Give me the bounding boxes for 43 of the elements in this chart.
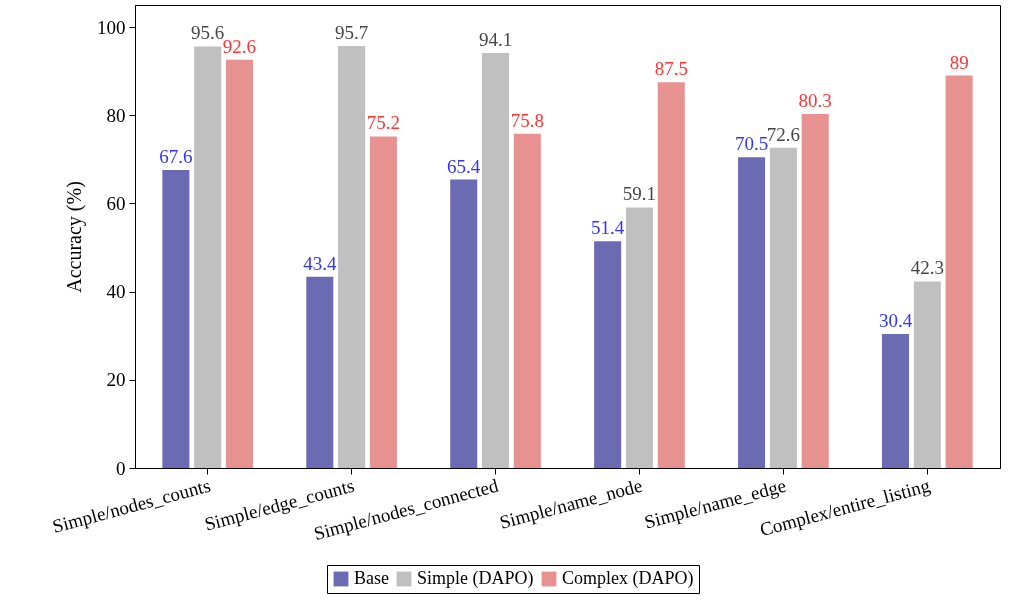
- bar: [369, 136, 397, 468]
- data-label: 94.1: [478, 29, 513, 51]
- bar: [945, 75, 973, 468]
- data-label: 87.5: [654, 58, 688, 80]
- data-label: 67.6: [159, 145, 193, 167]
- data-label: 70.5: [734, 133, 769, 155]
- data-label: 95.7: [334, 22, 369, 44]
- bar: [594, 241, 622, 468]
- data-label: 75.2: [366, 112, 401, 134]
- data-label: 75.8: [510, 109, 544, 131]
- bar: [306, 276, 334, 468]
- bar: [801, 113, 829, 468]
- y-tick-label: 40: [106, 281, 126, 303]
- bar: [881, 333, 910, 468]
- data-label: 59.1: [622, 183, 657, 205]
- bar: [194, 46, 222, 468]
- data-label: 51.4: [591, 217, 625, 239]
- data-label: 43.4: [303, 252, 337, 274]
- bar: [225, 59, 254, 468]
- y-tick-label: 60: [106, 192, 126, 214]
- bar: [162, 169, 190, 468]
- bar: [738, 157, 766, 468]
- y-tick-label: 80: [106, 104, 126, 126]
- bar: [657, 82, 685, 468]
- y-tick-label: 0: [116, 457, 126, 479]
- data-label: 42.3: [910, 257, 944, 279]
- data-label: 65.4: [447, 155, 481, 177]
- data-label: 89: [949, 51, 969, 73]
- bar: [338, 46, 366, 468]
- bar: [450, 179, 478, 468]
- bar: [913, 281, 941, 468]
- legend-label: Simple (DAPO): [417, 568, 534, 589]
- legend-label: Base: [354, 568, 389, 588]
- y-axis-title: Accuracy (%): [63, 181, 86, 293]
- bar: [513, 133, 541, 468]
- legend-label: Complex (DAPO): [562, 568, 694, 589]
- data-label: 80.3: [798, 89, 832, 111]
- y-tick-label: 20: [106, 369, 126, 391]
- bar: [482, 53, 510, 468]
- y-tick-label: 100: [97, 16, 126, 38]
- bar: [769, 147, 797, 468]
- data-label: 30.4: [878, 309, 913, 331]
- bar: [625, 207, 653, 468]
